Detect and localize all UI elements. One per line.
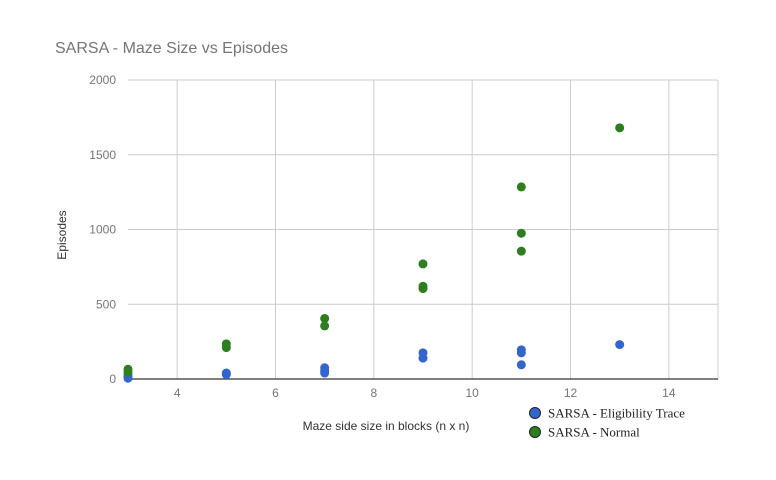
x-tick-label: 12 bbox=[564, 386, 578, 400]
chart-title: SARSA - Maze Size vs Episodes bbox=[55, 40, 288, 57]
legend: SARSA - Eligibility Trace SARSA - Normal bbox=[529, 406, 685, 440]
grid bbox=[128, 79, 719, 380]
point-normal bbox=[123, 364, 133, 374]
point-eligibility-trace bbox=[320, 363, 330, 373]
y-tick-label: 500 bbox=[96, 297, 116, 311]
x-tick-label: 4 bbox=[174, 386, 181, 400]
x-tick-label: 8 bbox=[370, 386, 377, 400]
x-tick-label: 14 bbox=[662, 386, 676, 400]
y-tick-label: 1000 bbox=[89, 223, 116, 237]
point-normal bbox=[516, 228, 526, 238]
x-axis-label: Maze side size in blocks (n x n) bbox=[303, 419, 470, 433]
point-normal bbox=[320, 321, 330, 331]
legend-marker bbox=[529, 426, 541, 438]
x-tick-label: 6 bbox=[272, 386, 279, 400]
point-normal bbox=[516, 182, 526, 192]
data-points bbox=[123, 123, 625, 383]
point-normal bbox=[418, 281, 428, 291]
point-normal bbox=[320, 313, 330, 323]
point-eligibility-trace bbox=[615, 340, 625, 350]
point-eligibility-trace bbox=[221, 368, 231, 378]
point-eligibility-trace bbox=[418, 348, 428, 358]
y-tick-label: 2000 bbox=[89, 73, 116, 87]
point-normal bbox=[221, 339, 231, 349]
legend-label: SARSA - Normal bbox=[548, 425, 640, 440]
point-normal bbox=[615, 123, 625, 133]
point-eligibility-trace bbox=[516, 360, 526, 370]
x-tick-label: 10 bbox=[465, 386, 479, 400]
tick-labels: 0 500 1000 1500 2000 4 6 8 10 12 14 bbox=[89, 73, 676, 400]
y-tick-label: 1500 bbox=[89, 148, 116, 162]
legend-marker bbox=[529, 407, 541, 419]
point-eligibility-trace bbox=[516, 345, 526, 355]
point-normal bbox=[418, 259, 428, 269]
point-normal bbox=[516, 246, 526, 256]
y-tick-label: 0 bbox=[109, 372, 116, 386]
legend-label: SARSA - Eligibility Trace bbox=[548, 406, 685, 421]
y-axis-label: Episodes bbox=[55, 210, 69, 259]
